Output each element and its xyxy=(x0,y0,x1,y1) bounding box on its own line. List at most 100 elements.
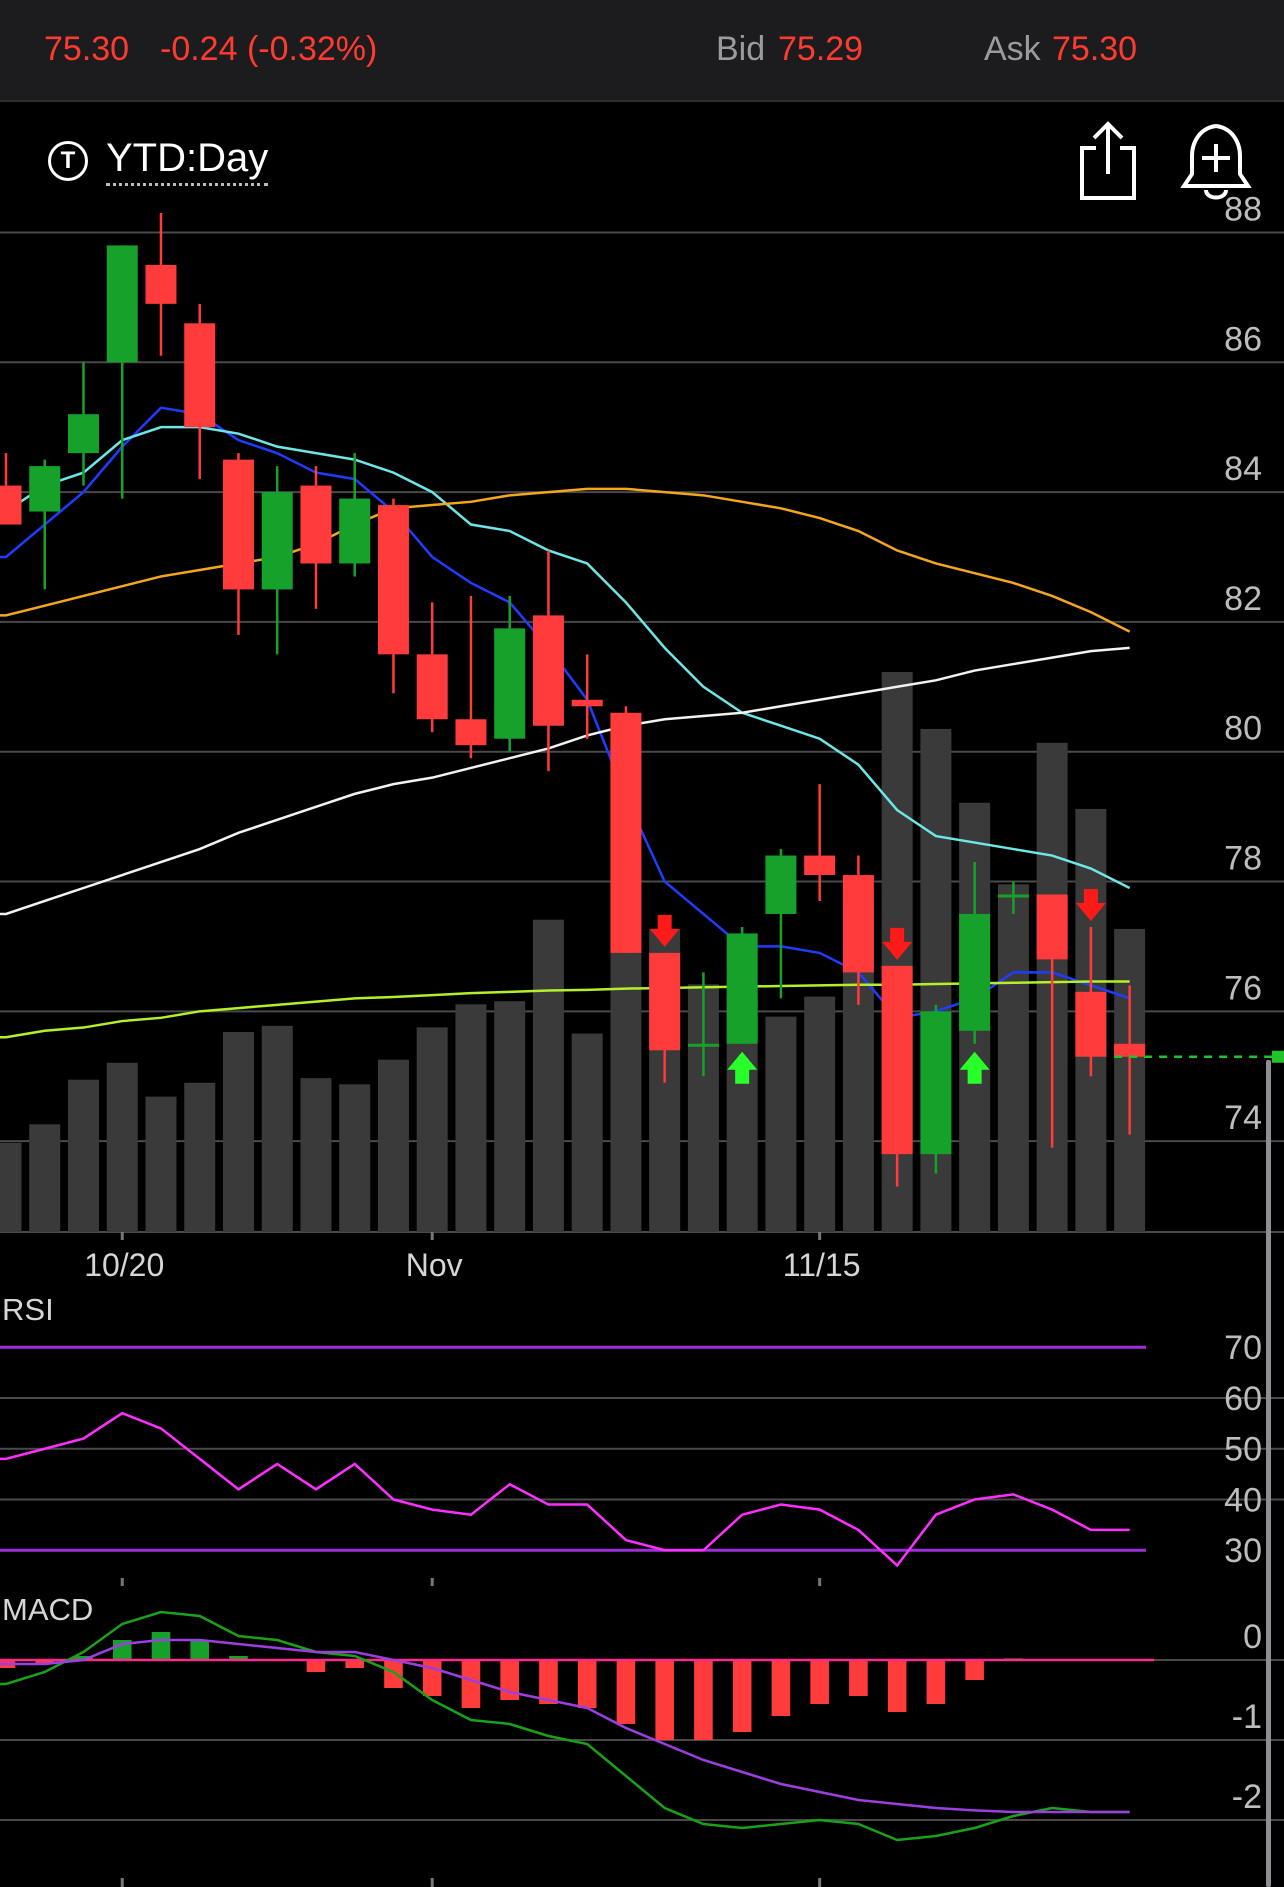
candle-body xyxy=(261,492,293,590)
share-icon xyxy=(1080,121,1136,200)
rsi-tick-label: 60 xyxy=(1224,1380,1262,1418)
candle xyxy=(532,550,564,772)
vertical-scrollbar[interactable] xyxy=(1266,1060,1271,1887)
candle xyxy=(377,498,409,694)
volume-bar xyxy=(571,1033,603,1232)
macd-histogram-bar xyxy=(849,1660,868,1696)
volume-bar xyxy=(532,919,564,1232)
price-alert-button[interactable] xyxy=(1178,120,1254,204)
macd-tick-label: -1 xyxy=(1232,1698,1262,1736)
volume-bar xyxy=(455,1004,487,1232)
candle-body xyxy=(377,505,409,655)
price-tick-label: 88 xyxy=(1224,190,1262,228)
candle-body xyxy=(649,952,681,1051)
rsi-tick-label: 30 xyxy=(1224,1532,1262,1570)
price-tick-label: 78 xyxy=(1224,840,1262,878)
volume-bar xyxy=(765,1016,797,1232)
macd-histogram-bar xyxy=(771,1660,791,1716)
macd-line xyxy=(0,1610,1130,1842)
rsi-tick-label: 70 xyxy=(1224,1329,1262,1367)
macd-histogram-bar xyxy=(887,1660,907,1712)
chart-toolbar: T YTD:Day xyxy=(0,120,1284,200)
timeframe-icon[interactable]: T xyxy=(48,141,88,181)
volume-bar xyxy=(416,1027,448,1232)
macd-histogram-bar xyxy=(190,1640,210,1660)
share-button[interactable] xyxy=(1070,120,1150,204)
rsi-title: RSI xyxy=(2,1292,54,1327)
candle-body xyxy=(455,719,487,746)
volume-bar xyxy=(184,1082,216,1232)
x-tick-label: 11/15 xyxy=(783,1247,861,1283)
price-change: -0.24 (-0.32%) xyxy=(160,30,378,68)
candle xyxy=(804,784,836,901)
candle xyxy=(222,453,254,635)
price-tick-label: 82 xyxy=(1224,580,1262,618)
x-axis-labels: 10/20 Nov 11/15 xyxy=(84,1232,861,1887)
volume-bar xyxy=(300,1078,332,1232)
macd-tick-label: 0 xyxy=(1243,1618,1262,1656)
candle xyxy=(455,595,487,759)
candle xyxy=(920,1004,952,1174)
volume-bar xyxy=(804,996,836,1232)
candle-body xyxy=(610,712,642,953)
bid-label: Bid xyxy=(716,30,766,68)
macd-histogram-bar xyxy=(229,1656,248,1660)
macd-histogram-bar xyxy=(461,1660,481,1708)
x-tick-label: 10/20 xyxy=(84,1247,164,1283)
candle-body xyxy=(300,485,332,564)
buy-signal-arrow xyxy=(959,1051,990,1084)
timeframe-selector[interactable]: YTD:Day xyxy=(106,136,269,186)
candle xyxy=(184,303,216,480)
candle-body xyxy=(765,855,797,914)
volume-bar xyxy=(494,1001,526,1232)
candle xyxy=(765,849,797,999)
macd-histogram-bar xyxy=(655,1660,674,1740)
candle xyxy=(1075,926,1107,1077)
candle xyxy=(997,881,1029,914)
candle-body xyxy=(222,459,254,590)
last-price-tag xyxy=(1272,1050,1284,1063)
x-tick-label: Nov xyxy=(406,1247,463,1283)
volume-bar xyxy=(106,1062,138,1232)
price-tick-label: 80 xyxy=(1224,710,1262,748)
price-tick-label: 74 xyxy=(1224,1099,1262,1137)
sell-signal-arrow xyxy=(1075,888,1106,921)
volume-bar xyxy=(377,1059,409,1232)
candle-body xyxy=(67,414,99,454)
candle xyxy=(145,212,177,356)
candle-body xyxy=(106,245,138,363)
last-price-marker xyxy=(1114,1050,1284,1063)
candle xyxy=(959,862,991,1044)
macd-histogram-bar xyxy=(732,1660,752,1732)
rsi-line xyxy=(0,1411,1130,1568)
candle-body xyxy=(997,894,1029,898)
rsi-tick-label: 40 xyxy=(1224,1481,1262,1519)
volume-bar xyxy=(145,1096,177,1232)
candle-body xyxy=(881,965,913,1155)
macd-title: MACD xyxy=(2,1592,93,1627)
quote-bar: 75.30 -0.24 (-0.32%) Bid 75.29 Ask 75.30 xyxy=(0,0,1284,102)
candle xyxy=(67,362,99,486)
macd-histogram-bar xyxy=(345,1660,365,1668)
candle-body xyxy=(687,1043,719,1047)
sell-signal-arrow xyxy=(649,914,680,947)
macd-panel: MACD 0 -1 -2 xyxy=(0,1592,1284,1842)
macd-histogram-bar xyxy=(74,1656,93,1660)
macd-histogram-bar xyxy=(965,1660,984,1680)
ask-price: 75.30 xyxy=(1052,30,1138,68)
candle-body xyxy=(184,323,216,428)
moving-average-line xyxy=(0,487,1131,633)
volume-bar xyxy=(67,1079,99,1232)
candle-body xyxy=(0,485,22,525)
macd-histogram-bar xyxy=(35,1660,55,1664)
rsi-panel: RSI 70 60 50 40 30 xyxy=(0,1292,1284,1570)
macd-histogram-bar xyxy=(694,1660,713,1740)
price-tick-label: 76 xyxy=(1224,969,1262,1007)
candle-body xyxy=(339,498,371,564)
candle xyxy=(1114,985,1146,1135)
candle xyxy=(1036,894,1068,1148)
macd-histogram-bar xyxy=(306,1660,326,1672)
last-price: 75.30 xyxy=(44,30,130,68)
price-tick-label: 86 xyxy=(1224,320,1262,358)
